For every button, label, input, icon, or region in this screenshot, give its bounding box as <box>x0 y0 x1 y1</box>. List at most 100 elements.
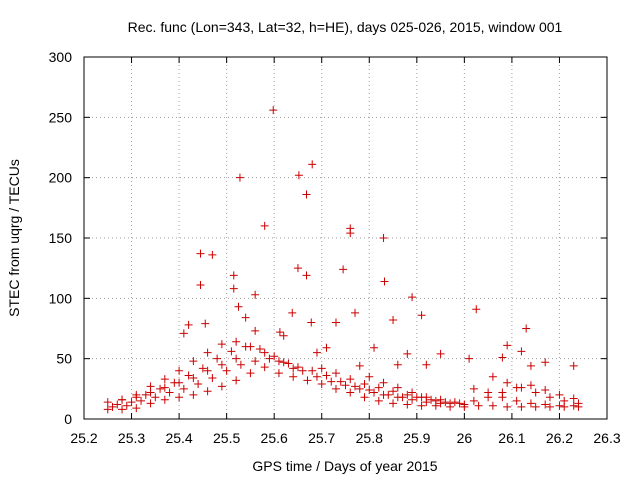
data-point <box>327 377 336 386</box>
x-axis-label: GPS time / Days of year 2015 <box>252 458 437 474</box>
data-point <box>312 348 321 357</box>
data-point <box>555 401 564 410</box>
data-point <box>196 249 205 258</box>
data-point <box>132 404 141 413</box>
data-point <box>441 398 450 407</box>
data-point <box>569 394 578 403</box>
y-tick-label: 150 <box>49 230 73 246</box>
data-point <box>545 402 554 411</box>
data-point <box>217 360 226 369</box>
data-point <box>118 405 127 414</box>
data-point <box>422 360 431 369</box>
data-point <box>146 399 155 408</box>
plot-frame <box>83 56 608 420</box>
data-point <box>503 378 512 387</box>
data-point <box>531 388 540 397</box>
data-point <box>103 398 112 407</box>
x-tick-label: 25.5 <box>213 430 240 446</box>
y-axis-label: STEC from uqrg / TECUs <box>6 159 22 317</box>
data-point <box>289 364 298 373</box>
data-point <box>246 342 255 351</box>
x-tick-label: 25.3 <box>118 430 145 446</box>
data-point <box>346 388 355 397</box>
data-point <box>322 371 331 380</box>
data-point <box>302 190 311 199</box>
data-point <box>422 393 431 402</box>
data-point <box>427 395 436 404</box>
data-point <box>541 358 550 367</box>
data-point <box>175 366 184 375</box>
data-point <box>365 386 374 395</box>
x-tick-label: 25.4 <box>165 430 192 446</box>
data-point <box>227 347 236 356</box>
data-point <box>450 398 459 407</box>
data-point <box>417 401 426 410</box>
chart-title: Rec. func (Lon=343, Lat=32, h=HE), days … <box>128 19 563 35</box>
grid <box>84 57 607 419</box>
data-point <box>175 393 184 402</box>
data-point <box>232 376 241 385</box>
data-point <box>526 381 535 390</box>
data-point <box>265 354 274 363</box>
data-point <box>241 313 250 322</box>
data-point <box>251 290 260 299</box>
data-point <box>569 361 578 370</box>
data-point <box>293 363 302 372</box>
data-point <box>531 402 540 411</box>
data-point <box>355 361 364 370</box>
data-point <box>574 399 583 408</box>
data-point <box>260 363 269 372</box>
data-point <box>229 271 238 280</box>
data-point <box>541 386 550 395</box>
data-point <box>246 369 255 378</box>
data-point <box>213 354 222 363</box>
data-point <box>365 372 374 381</box>
data-point <box>208 373 217 382</box>
data-point <box>251 357 260 366</box>
data-point <box>465 354 474 363</box>
data-point <box>446 399 455 408</box>
data-point <box>160 383 169 392</box>
data-point <box>302 271 311 280</box>
data-point <box>351 308 360 317</box>
data-point <box>436 349 445 358</box>
data-point <box>488 372 497 381</box>
data-point <box>339 265 348 274</box>
data-point <box>312 372 321 381</box>
data-point <box>203 366 212 375</box>
data-point <box>236 360 245 369</box>
data-point <box>189 373 198 382</box>
data-point <box>331 384 340 393</box>
data-point <box>517 383 526 392</box>
data-point <box>255 345 264 354</box>
data-point <box>284 359 293 368</box>
data-point <box>160 375 169 384</box>
data-point <box>294 171 303 180</box>
data-points <box>103 106 583 414</box>
y-tick-label: 50 <box>56 351 72 367</box>
data-point <box>322 343 331 352</box>
data-point <box>351 382 360 391</box>
data-point <box>389 316 398 325</box>
data-point <box>431 396 440 405</box>
data-point <box>151 393 160 402</box>
data-point <box>203 387 212 396</box>
data-point <box>517 347 526 356</box>
data-point <box>379 378 388 387</box>
data-point <box>274 357 283 366</box>
data-point <box>408 395 417 404</box>
data-point <box>346 229 355 238</box>
data-point <box>235 173 244 182</box>
data-point <box>175 378 184 387</box>
data-point <box>279 331 288 340</box>
data-point <box>512 396 521 405</box>
data-point <box>251 326 260 335</box>
data-point <box>331 318 340 327</box>
data-point <box>137 396 146 405</box>
data-point <box>469 396 478 405</box>
data-point <box>113 400 122 409</box>
data-point <box>288 308 297 317</box>
x-tick-label: 26.3 <box>593 430 620 446</box>
y-tick-label: 200 <box>49 170 73 186</box>
data-point <box>275 328 284 337</box>
